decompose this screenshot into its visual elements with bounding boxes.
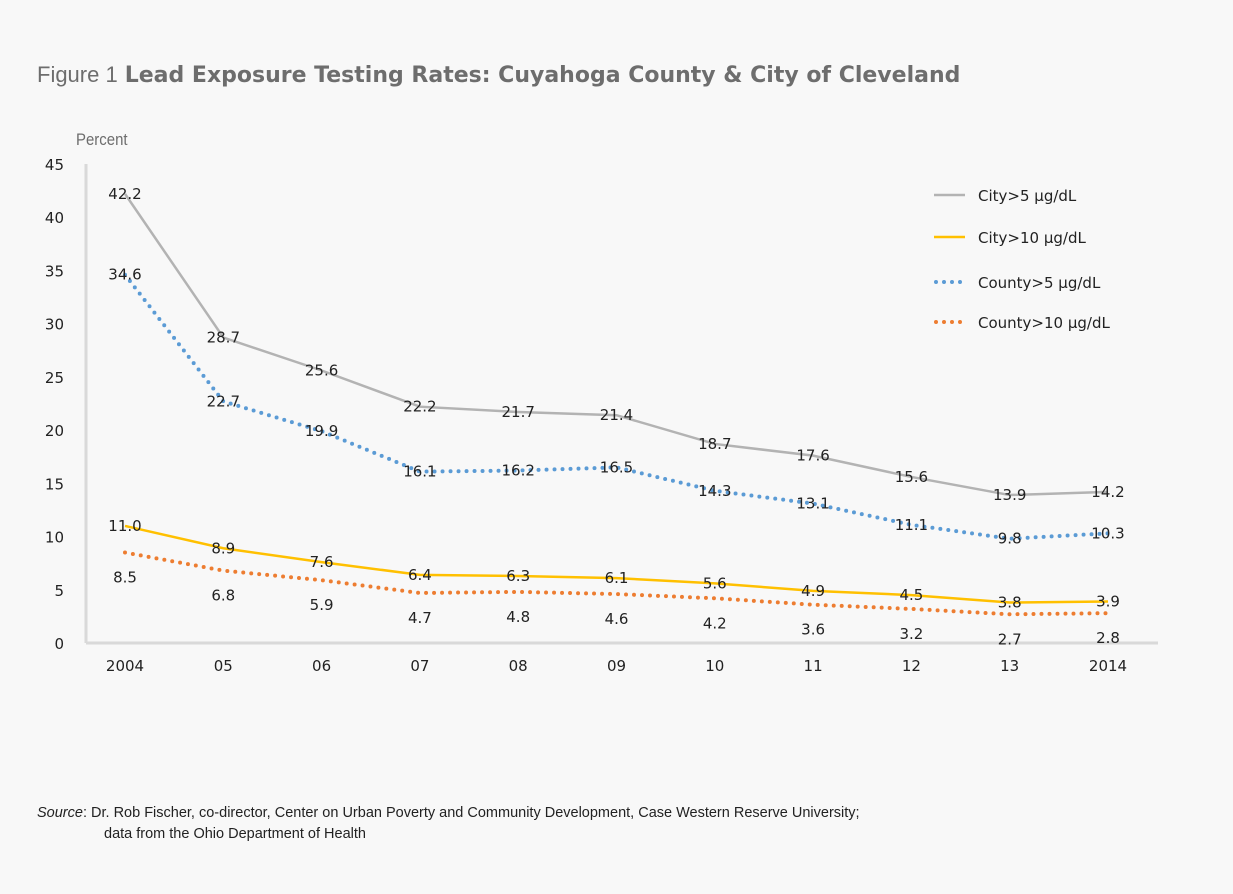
chart-title: Figure 1 Lead Exposure Testing Rates: Cu… <box>37 62 960 88</box>
x-tick-label: 05 <box>214 657 233 675</box>
source-note: Source: Dr. Rob Fischer, co-director, Ce… <box>37 803 860 845</box>
data-label: 34.6 <box>108 266 141 284</box>
y-tick-label: 25 <box>45 369 64 387</box>
data-label: 21.7 <box>501 403 534 421</box>
data-label: 8.5 <box>113 569 137 587</box>
data-label: 5.9 <box>310 596 334 614</box>
data-label: 28.7 <box>207 329 240 347</box>
data-label: 14.3 <box>698 482 731 500</box>
x-tick-label: 12 <box>902 657 921 675</box>
y-tick-label: 45 <box>45 156 64 174</box>
data-label: 2.7 <box>998 630 1022 648</box>
data-label: 21.4 <box>600 406 633 424</box>
x-tick-label: 07 <box>410 657 429 675</box>
data-label: 6.8 <box>211 587 235 605</box>
figure-number: Figure 1 <box>37 62 118 87</box>
data-label: 8.9 <box>211 539 235 557</box>
source-label: Source <box>37 805 83 821</box>
data-label: 10.3 <box>1091 524 1124 542</box>
y-tick-label: 40 <box>45 209 64 227</box>
data-label: 13.9 <box>993 486 1026 504</box>
data-label: 17.6 <box>796 447 829 465</box>
x-tick-label: 2004 <box>106 657 144 675</box>
data-label: 3.2 <box>899 625 923 643</box>
series-line-1 <box>124 524 1109 604</box>
data-label: 6.3 <box>506 567 530 585</box>
legend-label: County>10 µg/dL <box>978 314 1110 332</box>
y-tick-label: 0 <box>54 635 64 653</box>
y-tick-label: 35 <box>45 262 64 280</box>
x-tick-label: 10 <box>705 657 724 675</box>
data-label: 25.6 <box>305 362 338 380</box>
data-label: 4.5 <box>899 586 923 604</box>
data-label: 19.9 <box>305 422 338 440</box>
data-label: 4.2 <box>703 614 727 632</box>
data-label: 3.9 <box>1096 592 1120 610</box>
y-tick-label: 15 <box>45 475 64 493</box>
y-tick-label: 5 <box>54 582 64 600</box>
x-tick-label: 13 <box>1000 657 1019 675</box>
legend-label: City>5 µg/dL <box>978 187 1077 205</box>
x-tick-label: 11 <box>804 657 823 675</box>
x-tick-label: 06 <box>312 657 331 675</box>
series-line-0 <box>123 193 1109 497</box>
data-label: 6.4 <box>408 566 432 584</box>
x-tick-label: 08 <box>509 657 528 675</box>
data-label: 18.7 <box>698 435 731 453</box>
x-tick-label: 09 <box>607 657 626 675</box>
data-label: 3.6 <box>801 621 825 639</box>
source-line-2: data from the Ohio Department of Health <box>104 826 366 842</box>
data-label: 16.5 <box>600 458 633 476</box>
data-label: 5.6 <box>703 574 727 592</box>
y-tick-label: 10 <box>45 529 64 547</box>
data-label: 22.2 <box>403 398 436 416</box>
data-label: 16.1 <box>403 463 436 481</box>
data-label: 6.1 <box>605 569 629 587</box>
data-label: 4.9 <box>801 582 825 600</box>
data-label: 11.1 <box>895 516 928 534</box>
data-label: 13.1 <box>796 495 829 513</box>
y-tick-label: 30 <box>45 316 64 334</box>
title-text: Lead Exposure Testing Rates: Cuyahoga Co… <box>124 63 961 88</box>
x-tick-label: 2014 <box>1089 657 1127 675</box>
data-label: 2.8 <box>1096 629 1120 647</box>
legend-label: City>10 µg/dL <box>978 229 1086 247</box>
legend-label: County>5 µg/dL <box>978 274 1101 292</box>
y-tick-label: 20 <box>45 422 64 440</box>
data-label: 4.8 <box>506 608 530 626</box>
data-label: 22.7 <box>207 392 240 410</box>
data-label: 4.6 <box>605 610 629 628</box>
source-line-1: Dr. Rob Fischer, co-director, Center on … <box>91 805 860 821</box>
data-label: 15.6 <box>895 468 928 486</box>
data-label: 42.2 <box>108 185 141 203</box>
y-axis-label: Percent <box>76 130 128 149</box>
data-label: 11.0 <box>108 517 141 535</box>
data-label: 3.8 <box>998 594 1022 612</box>
data-label: 9.8 <box>998 530 1022 548</box>
data-label: 4.7 <box>408 609 432 627</box>
data-label: 16.2 <box>501 462 534 480</box>
data-label: 14.2 <box>1091 483 1124 501</box>
data-label: 7.6 <box>310 553 334 571</box>
